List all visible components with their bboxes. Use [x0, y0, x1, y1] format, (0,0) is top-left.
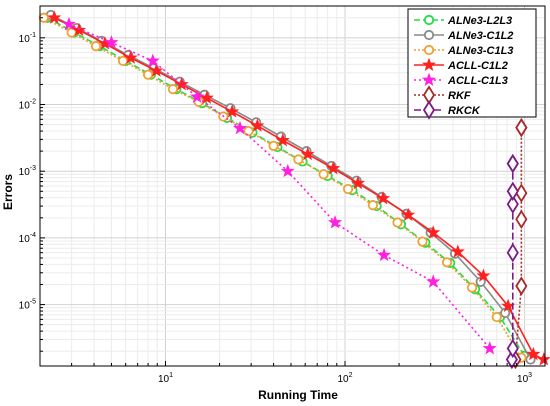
data-point — [417, 236, 428, 247]
data-point — [72, 22, 87, 37]
legend-entry: RKF — [414, 85, 471, 105]
data-point — [506, 181, 519, 201]
x-tick-label: 102 — [337, 372, 352, 385]
data-point — [506, 194, 519, 214]
data-point — [123, 50, 138, 64]
legend-label: ALNe3-L2L3 — [447, 15, 512, 27]
data-point — [491, 311, 502, 323]
y-tick-label: 10-4 — [19, 232, 36, 245]
data-point — [515, 209, 528, 230]
y-tick-label: 10-3 — [19, 165, 36, 178]
legend-label: ALNe3-C1L2 — [447, 30, 513, 42]
data-point — [482, 341, 497, 355]
data-point — [145, 53, 160, 67]
x-tick-label: 103 — [517, 372, 532, 385]
data-point — [377, 247, 392, 262]
data-point — [61, 16, 76, 31]
data-point — [243, 125, 254, 137]
data-point — [190, 89, 205, 103]
legend-entry: ALNe3-C1L2 — [414, 29, 513, 42]
data-point — [149, 63, 164, 77]
series-layer — [38, 9, 550, 370]
data-point — [117, 55, 129, 67]
x-axis-label: Running Time — [258, 388, 338, 402]
data-point — [515, 276, 528, 296]
legend-label: ACLL-C1L3 — [447, 75, 508, 87]
y-tick-label: 10-2 — [19, 99, 36, 112]
data-point — [225, 104, 240, 118]
grid — [39, 6, 545, 366]
data-point — [426, 274, 441, 288]
data-point — [328, 215, 343, 229]
data-point — [506, 338, 519, 359]
data-point — [476, 268, 491, 282]
data-point — [90, 41, 102, 52]
data-point — [426, 225, 441, 239]
y-axis-label: Errors — [1, 174, 15, 210]
legend-entry: RKCK — [414, 100, 481, 120]
data-point — [104, 35, 119, 49]
y-tick-label: 10-1 — [19, 32, 36, 45]
series-rkck — [505, 153, 519, 370]
series-acll-c1l2 — [47, 10, 550, 366]
data-point — [367, 200, 379, 211]
series-line — [43, 17, 523, 359]
data-point — [47, 10, 62, 24]
data-point — [342, 183, 354, 195]
legend-marker — [421, 72, 437, 86]
data-point — [280, 163, 295, 178]
data-point — [450, 244, 465, 258]
data-point — [376, 191, 391, 205]
data-point — [392, 217, 403, 228]
data-point — [268, 140, 279, 151]
legend-label: ALNe3-C1L3 — [447, 45, 513, 57]
data-point — [250, 118, 265, 132]
data-point — [174, 77, 189, 91]
data-point — [401, 207, 416, 222]
legend-marker — [423, 29, 435, 41]
series-alne3-c1l3 — [38, 12, 527, 363]
data-point — [536, 352, 550, 366]
data-point — [526, 346, 541, 361]
axis-ticks: 101 102 103 10-5 10-4 10-3 10-2 10-1 — [19, 17, 532, 385]
data-point — [506, 153, 519, 174]
data-point — [350, 175, 365, 190]
data-point — [167, 84, 179, 95]
data-point — [515, 117, 528, 138]
y-tick-label: 10-5 — [19, 299, 36, 312]
legend-marker — [423, 14, 435, 26]
data-point — [293, 154, 304, 165]
legend-entry: ACLL-C1L2 — [414, 57, 508, 72]
data-point — [506, 242, 519, 263]
legend-label: RKCK — [448, 105, 481, 117]
data-point — [441, 257, 453, 268]
data-point — [275, 133, 290, 147]
legend-entry: ACLL-C1L3 — [414, 72, 508, 87]
data-point — [466, 282, 478, 293]
data-point — [232, 120, 247, 135]
series-acll-c1l3 — [61, 16, 497, 355]
legend-entry: ALNe3-L2L3 — [414, 14, 512, 27]
legend-marker — [421, 57, 437, 71]
legend: ALNe3-L2L3 ALNe3-C1L2 ALNe3-C1L3 ACLL-C1L2 A… — [407, 8, 537, 120]
data-point — [142, 69, 154, 80]
data-point — [326, 161, 341, 175]
legend-marker — [422, 100, 436, 120]
data-point — [300, 146, 315, 161]
legend-marker — [423, 44, 435, 56]
data-point — [318, 169, 329, 180]
legend-entry: ALNe3-C1L3 — [414, 44, 513, 57]
x-tick-label: 101 — [158, 372, 173, 385]
legend-label: ACLL-C1L2 — [447, 60, 508, 72]
legend-label: RKF — [448, 90, 471, 102]
